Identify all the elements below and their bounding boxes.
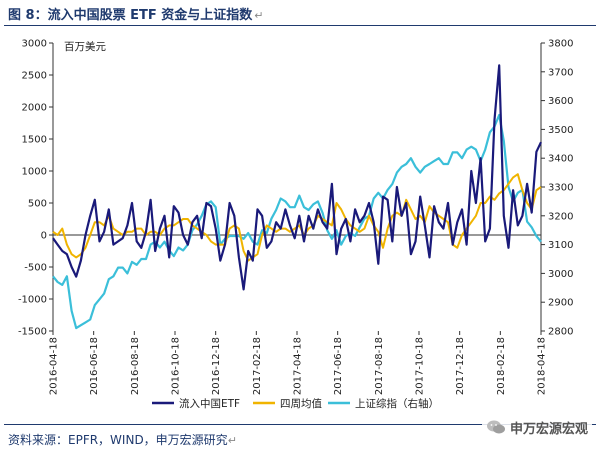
y-right-tick-label: 3300 (548, 183, 573, 194)
series-line-2 (52, 113, 542, 330)
unit-label: 百万美元 (64, 40, 106, 53)
x-tick-label: 2017-08-18 (374, 337, 385, 395)
y-left-tick-label: 1000 (22, 167, 47, 178)
source-note: 资料来源：EPFR，WIND，申万宏源研究↵ (8, 431, 237, 448)
y-right-tick-label: 3400 (548, 154, 573, 165)
x-tick-label: 2017-06-18 (333, 337, 344, 395)
y-left-tick-label: -1000 (18, 295, 47, 306)
x-tick-label: 2017-02-18 (252, 337, 263, 395)
y-left-tick-label: 1500 (22, 135, 47, 146)
chart-series (52, 64, 542, 330)
x-tick-label: 2016-12-18 (211, 337, 222, 395)
y-left-tick-label: 2000 (22, 103, 47, 114)
watermark: 申万宏源宏观 (481, 416, 592, 438)
y-left-tick-label: 2500 (22, 71, 47, 82)
wechat-icon (486, 420, 505, 434)
x-tick-label: 2018-04-18 (537, 337, 548, 395)
y-left-tick-label: -1500 (18, 327, 47, 338)
y-right-tick-label: 3500 (548, 125, 573, 136)
x-tick-label: 2017-12-18 (455, 337, 466, 395)
y-right-tick-label: 3800 (548, 39, 573, 50)
x-tick-label: 2018-02-18 (496, 337, 507, 395)
y-left-ticks: -1500 -1000 -500 0 500 1000 1500 2000 2500 3000 (18, 39, 53, 338)
y-left-tick-label: -500 (24, 263, 47, 274)
chart-legend: 流入中国ETF 四周均值 上证综指（右轴） (152, 397, 439, 410)
y-right-tick-label: 2800 (548, 327, 573, 338)
x-tick-label: 2016-08-18 (130, 337, 141, 395)
y-right-tick-label: 3000 (548, 269, 573, 280)
y-right-ticks: 2800 2900 3000 3100 3200 3300 3400 3500 3600 3700… (541, 39, 573, 338)
source-text: 资料来源：EPFR，WIND，申万宏源研究 (8, 433, 228, 447)
y-left-tick-label: 500 (28, 199, 47, 210)
y-right-tick-label: 3700 (548, 67, 573, 78)
return-mark-icon: ↵ (254, 9, 264, 22)
series-line-0 (52, 64, 542, 291)
legend-label-0: 流入中国ETF (179, 397, 240, 410)
x-tick-label: 2016-10-18 (171, 337, 182, 395)
x-ticks: 2016-04-18 2016-06-18 2016-08-18 2016-10-18… (49, 331, 548, 395)
y-right-tick-label: 2900 (548, 298, 573, 309)
legend-label-1: 四周均值 (280, 397, 322, 410)
y-left-tick-label: 3000 (22, 39, 47, 50)
y-right-tick-label: 3200 (548, 211, 573, 222)
x-tick-label: 2017-10-18 (415, 337, 426, 395)
legend-label-2: 上证综指（右轴） (355, 397, 439, 410)
footer-rule (4, 424, 596, 425)
y-left-tick-label: 0 (41, 231, 47, 242)
chart-title-text: 图 8：流入中国股票 ETF 资金与上证指数 (8, 8, 253, 23)
chart: -1500 -1000 -500 0 500 1000 1500 2000 2500 3000 2… (18, 39, 574, 411)
x-tick-label: 2016-04-18 (49, 337, 60, 395)
chart-axes (52, 43, 542, 331)
watermark-text: 申万宏源宏观 (509, 421, 588, 437)
y-right-tick-label: 3600 (548, 96, 573, 107)
title-rule (4, 25, 596, 26)
return-mark-icon: ↵ (227, 434, 237, 447)
x-tick-label: 2016-06-18 (89, 337, 100, 395)
chart-title: 图 8：流入中国股票 ETF 资金与上证指数 ↵ (8, 4, 263, 23)
y-right-tick-label: 3100 (548, 240, 573, 251)
x-tick-label: 2017-04-18 (293, 337, 304, 395)
